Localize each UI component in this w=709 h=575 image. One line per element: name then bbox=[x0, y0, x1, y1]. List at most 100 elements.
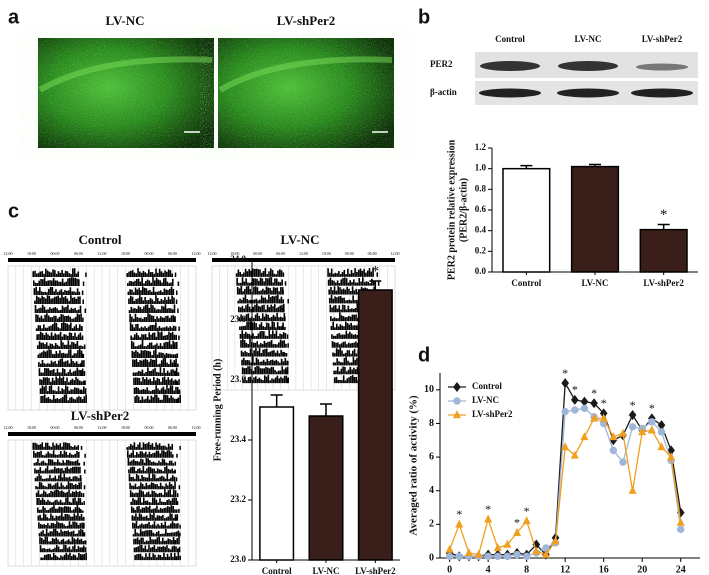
actogram-activity bbox=[158, 460, 160, 466]
actogram-activity bbox=[69, 316, 72, 322]
actogram-activity bbox=[35, 485, 37, 490]
actogram-activity bbox=[76, 484, 79, 490]
actogram-activity bbox=[273, 360, 276, 366]
actogram-activity bbox=[78, 451, 80, 458]
actogram-activity bbox=[43, 386, 45, 394]
point bbox=[455, 519, 464, 528]
actogram-time: 00:00 bbox=[144, 425, 153, 430]
actogram-activity bbox=[53, 461, 55, 466]
actogram-activity bbox=[179, 394, 181, 403]
actogram-activity bbox=[371, 278, 373, 286]
actogram-activity bbox=[171, 378, 173, 385]
legend-label: LV-NC bbox=[472, 395, 499, 405]
actogram-activity bbox=[63, 273, 65, 277]
actogram-activity bbox=[271, 350, 273, 357]
point bbox=[522, 552, 531, 560]
actogram-activity bbox=[153, 521, 156, 529]
actogram-activity bbox=[128, 454, 131, 458]
actogram-activity bbox=[77, 296, 79, 304]
actogram-activity bbox=[43, 548, 45, 553]
actogram-activity bbox=[60, 555, 62, 561]
actogram-activity bbox=[264, 361, 267, 366]
actogram-activity bbox=[251, 268, 254, 277]
actogram-activity bbox=[168, 363, 170, 367]
actogram-activity bbox=[282, 290, 284, 295]
actogram-activity bbox=[153, 350, 155, 358]
actogram-activity bbox=[66, 335, 69, 340]
actogram-activity bbox=[168, 460, 171, 466]
actogram-activity bbox=[147, 530, 149, 537]
actogram-activity bbox=[161, 317, 164, 322]
point bbox=[676, 517, 685, 526]
actogram-activity bbox=[268, 307, 271, 313]
actogram-activity bbox=[162, 494, 164, 498]
actogram-activity bbox=[138, 533, 140, 537]
actogram-activity bbox=[72, 546, 74, 553]
actogram-activity bbox=[172, 556, 174, 561]
actogram-activity bbox=[50, 298, 52, 304]
actogram-activity bbox=[142, 466, 145, 474]
actogram-activity bbox=[155, 268, 157, 277]
actogram-activity bbox=[276, 312, 278, 322]
actogram-activity bbox=[35, 328, 38, 331]
actogram-activity bbox=[75, 515, 77, 521]
actogram-activity bbox=[47, 309, 49, 313]
actogram-activity bbox=[63, 307, 66, 313]
actogram-activity bbox=[57, 539, 59, 545]
actogram-activity bbox=[71, 461, 73, 466]
actogram-activity bbox=[50, 541, 52, 545]
actogram-activity bbox=[138, 461, 140, 466]
actogram-activity bbox=[144, 477, 147, 482]
actogram-activity bbox=[42, 279, 44, 286]
actogram-activity bbox=[264, 309, 267, 313]
actogram-time: 18:00 bbox=[121, 425, 130, 430]
actogram-activity bbox=[138, 513, 141, 521]
actogram-activity bbox=[366, 270, 369, 277]
actogram-activity bbox=[170, 369, 173, 376]
actogram-activity bbox=[154, 539, 157, 545]
actogram-activity bbox=[329, 277, 332, 286]
actogram-activity bbox=[43, 297, 45, 304]
actogram-activity bbox=[134, 396, 136, 403]
actogram-activity bbox=[344, 380, 347, 384]
actogram-activity bbox=[66, 491, 69, 498]
point bbox=[503, 539, 512, 548]
actogram-activity bbox=[258, 315, 260, 322]
actogram-activity bbox=[136, 372, 138, 376]
actogram-activity bbox=[155, 394, 158, 403]
actogram-activity bbox=[175, 497, 177, 505]
actogram-activity bbox=[68, 309, 71, 313]
actogram-activity bbox=[66, 466, 69, 474]
actogram-activity bbox=[162, 327, 164, 331]
actogram-activity bbox=[57, 386, 60, 394]
actogram-activity bbox=[157, 477, 160, 482]
actogram-activity bbox=[171, 513, 173, 521]
actogram-activity bbox=[46, 313, 48, 322]
actogram-activity bbox=[333, 342, 336, 348]
actogram-activity bbox=[81, 346, 84, 349]
actogram-activity bbox=[128, 469, 130, 474]
actogram-activity bbox=[52, 390, 54, 394]
actogram-activity bbox=[168, 283, 171, 286]
actogram-activity bbox=[128, 281, 131, 286]
actogram-activity bbox=[69, 452, 71, 458]
actogram-activity bbox=[144, 379, 146, 385]
actogram-activity bbox=[149, 494, 152, 498]
actogram-activity bbox=[153, 307, 156, 313]
actogram-activity bbox=[67, 477, 69, 482]
actogram-activity bbox=[46, 494, 49, 498]
actogram-activity bbox=[175, 398, 178, 403]
actogram-activity bbox=[152, 397, 154, 403]
actogram-activity bbox=[165, 353, 168, 358]
actogram-activity bbox=[38, 482, 41, 490]
actogram-activity bbox=[50, 360, 53, 367]
actogram-activity bbox=[338, 361, 340, 366]
actogram-activity bbox=[60, 512, 63, 521]
actogram-activity bbox=[57, 489, 60, 498]
actogram-activity bbox=[281, 366, 284, 375]
actogram-activity bbox=[143, 373, 146, 376]
actogram-activity bbox=[37, 314, 39, 322]
actogram-activity bbox=[270, 304, 272, 313]
actogram-activity bbox=[44, 327, 47, 331]
actogram-activity bbox=[354, 268, 356, 277]
